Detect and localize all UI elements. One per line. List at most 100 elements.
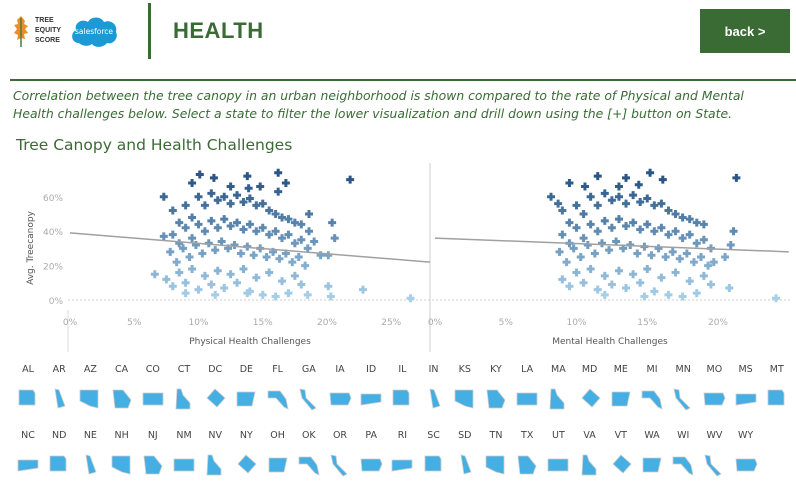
state-shape-tn[interactable] [484,453,508,477]
data-point [226,222,235,231]
state-shape-wi[interactable] [671,453,695,477]
tree-equity-score-logo-text: TREE EQUITY SCORE [35,16,61,46]
data-point [185,253,194,261]
data-point [579,210,588,218]
state-label-vt: VT [614,430,627,441]
state-shape-al[interactable] [16,387,40,411]
state-shape-ca[interactable] [110,387,134,411]
x-axis-label: Physical Health Challenges [189,337,311,347]
data-point [650,201,659,210]
data-point [593,227,602,236]
y-tick-label: 0% [49,297,64,307]
state-label-mt: MT [769,364,784,375]
state-shape-az[interactable] [78,387,102,411]
scatter-charts[interactable]: 0% 20% 40% 60% Avg. Treecanopy 0% 5% 10% 15% 20% 2… [0,0,796,360]
state-shape-ma[interactable] [546,387,570,411]
state-label-wa: WA [644,430,660,441]
data-point [274,168,283,177]
trend-line [69,232,431,263]
state-shape-ut[interactable] [546,453,570,477]
state-shape-mn[interactable] [671,387,695,411]
state-shape-va[interactable] [578,453,602,477]
state-shape-il[interactable] [390,387,414,411]
state-shape-vt[interactable] [609,453,633,477]
data-point [583,240,592,249]
state-shape-nm[interactable] [172,453,196,477]
state-label-fl: FL [272,364,283,375]
state-shape-tx[interactable] [515,453,539,477]
state-shape-de[interactable] [234,387,258,411]
data-point [324,251,333,260]
state-shape-or[interactable] [328,453,352,477]
state-shape-mt[interactable] [765,387,789,411]
data-point [294,253,303,261]
data-point [297,220,306,229]
state-shape-ky[interactable] [484,387,508,411]
data-point [191,240,200,249]
state-shape-ct[interactable] [172,387,196,411]
state-shape-nj[interactable] [141,453,165,477]
state-shape-co[interactable] [141,387,165,411]
data-point [657,273,666,282]
state-shape-wv[interactable] [702,453,726,477]
state-shape-sd[interactable] [453,453,477,477]
data-point [654,244,663,253]
state-shape-ok[interactable] [297,453,321,477]
data-point [671,210,680,218]
state-shape-la[interactable] [515,387,539,411]
state-shape-nc[interactable] [16,453,40,477]
state-shape-ms[interactable] [734,387,758,411]
x-tick-label: 15% [637,318,657,328]
state-shape-mo[interactable] [702,387,726,411]
back-button[interactable]: back > [700,9,790,53]
data-point [406,294,415,303]
state-label-ok: OK [301,430,316,441]
state-shape-sc[interactable] [422,453,446,477]
state-shape-ga[interactable] [297,387,321,411]
data-point [572,201,581,210]
scatter-points [150,168,415,303]
state-shape-ia[interactable] [328,387,352,411]
state-shape-in[interactable] [422,387,446,411]
state-shape-nv[interactable] [203,453,227,477]
state-label-ar: AR [52,364,66,375]
data-point [200,227,209,236]
state-shape-oh[interactable] [266,453,290,477]
data-point [664,206,673,215]
data-point [640,292,649,301]
state-shape-nh[interactable] [110,453,134,477]
data-point [671,227,680,236]
tree-equity-leaf-logo [14,16,28,47]
state-shape-ar[interactable] [47,387,71,411]
y-tick-label: 60% [43,194,63,204]
state-shape-wy[interactable] [734,453,758,477]
state-shape-ri[interactable] [390,453,414,477]
data-point [284,215,293,224]
state-shape-mi[interactable] [640,387,664,411]
data-point [159,192,168,201]
data-point [316,251,325,260]
data-point [245,220,254,229]
data-point [168,230,177,239]
state-shape-id[interactable] [359,387,383,411]
state-shape-ks[interactable] [453,387,477,411]
data-point [188,179,197,188]
state-shape-ne[interactable] [78,453,102,477]
data-point [179,244,188,253]
data-point [305,210,314,218]
scatter-points [547,168,781,303]
state-shape-pa[interactable] [359,453,383,477]
state-label-ri: RI [397,430,408,441]
state-shape-nd[interactable] [47,453,71,477]
state-shape-md[interactable] [578,387,602,411]
data-point [150,270,159,279]
state-shape-fl[interactable] [266,387,290,411]
state-shape-dc[interactable] [203,387,227,411]
state-shape-wa[interactable] [640,453,664,477]
state-shape-me[interactable] [609,387,633,411]
data-point [226,199,235,208]
data-point [265,268,274,277]
data-point [622,173,631,182]
data-point [303,290,312,299]
state-shape-ny[interactable] [234,453,258,477]
